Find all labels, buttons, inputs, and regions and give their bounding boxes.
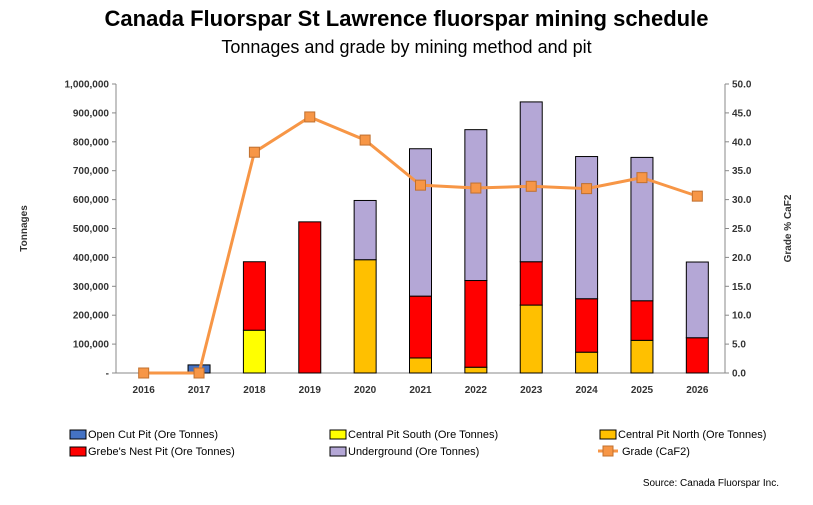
y2-tick-label: 10.0 [732,311,752,322]
y2-tick-label: 45.0 [732,108,752,119]
x-tick-label: 2021 [409,385,432,396]
legend-grebes-nest-label: Grebe's Nest Pit (Ore Tonnes) [88,446,235,458]
grade-point [525,180,537,192]
grade-point [691,190,703,202]
legend-open-cut-swatch [69,429,87,440]
x-tick-label: 2022 [465,385,488,396]
x-tick-label: 2023 [520,385,543,396]
y-tick-label: - [106,369,109,380]
bar-segment [575,156,599,300]
y-tick-label: 200,000 [73,311,110,322]
legend-underground-swatch [329,446,347,457]
grade-point [470,182,482,194]
chart-subtitle: Tonnages and grade by mining method and … [221,37,592,57]
y-tick-label: 500,000 [73,224,110,235]
y-tick-label: 700,000 [73,166,110,177]
y-tick-label: 800,000 [73,137,110,148]
legend-grade-marker [602,445,614,457]
y-tick-label: 100,000 [73,340,110,351]
x-tick-label: 2019 [299,385,322,396]
grade-point [193,367,205,379]
legend-underground-label: Underground (Ore Tonnes) [348,446,479,458]
y2-tick-label: 20.0 [732,253,752,264]
grade-point [636,172,648,184]
x-tick-label: 2020 [354,385,377,396]
bar-segment [685,261,709,339]
y2-tick-label: 15.0 [732,282,752,293]
bar-segment [575,351,599,374]
y2-tick-label: 25.0 [732,224,752,235]
y-tick-label: 900,000 [73,108,110,119]
grade-point [581,183,593,195]
bar-segment [242,261,266,331]
x-tick-label: 2024 [575,385,598,396]
bar-segment [353,259,377,374]
x-tick-label: 2026 [686,385,709,396]
bar-segment [519,261,543,306]
y-tick-label: 1,000,000 [65,80,110,91]
grade-point [248,146,260,158]
y2-tick-label: 5.0 [732,340,746,351]
bar-segment [298,221,322,374]
bar-segment [575,298,599,353]
y2-tick-label: 50.0 [732,80,752,91]
bar-segment [630,156,654,302]
bar-segment [409,148,432,297]
bar-segment [464,129,488,282]
grade-point [138,367,150,379]
y2-tick-label: 40.0 [732,137,752,148]
legend-grebes-nest-swatch [69,446,87,457]
x-tick-label: 2025 [631,385,654,396]
legend-central-north-swatch [599,429,617,440]
bar-segment [464,366,488,374]
chart-title: Canada Fluorspar St Lawrence fluorspar m… [104,6,709,31]
bar-segment [630,339,654,374]
y2-tick-label: 35.0 [732,166,752,177]
y2-tick-label: 30.0 [732,195,752,206]
bar-segment [409,295,432,359]
y-tick-label: 600,000 [73,195,110,206]
x-tick-label: 2018 [243,385,266,396]
bar-segment [630,300,654,341]
source-note: Source: Canada Fluorspar Inc. [642,478,779,489]
bar-segment [464,280,488,368]
bar-segment [409,357,432,374]
y-axis-label: Tonnages [19,205,30,252]
bar-segment [353,199,377,261]
x-tick-label: 2016 [133,385,156,396]
legend-central-south-swatch [329,429,347,440]
legend-grade-label: Grade (CaF2) [622,446,690,458]
y2-tick-label: 0.0 [732,369,746,380]
bar-segment [519,304,543,374]
y-tick-label: 400,000 [73,253,110,264]
y2-axis-label: Grade % CaF2 [783,194,794,262]
x-tick-label: 2017 [188,385,211,396]
grade-point [415,179,426,191]
y-tick-label: 300,000 [73,282,110,293]
bar-segment [685,337,709,374]
bar-segment [242,329,266,374]
legend-central-north-label: Central Pit North (Ore Tonnes) [618,429,766,441]
legend-central-south-label: Central Pit South (Ore Tonnes) [348,429,498,441]
grade-point [304,111,316,123]
legend-open-cut-label: Open Cut Pit (Ore Tonnes) [88,429,218,441]
grade-point [359,134,371,146]
